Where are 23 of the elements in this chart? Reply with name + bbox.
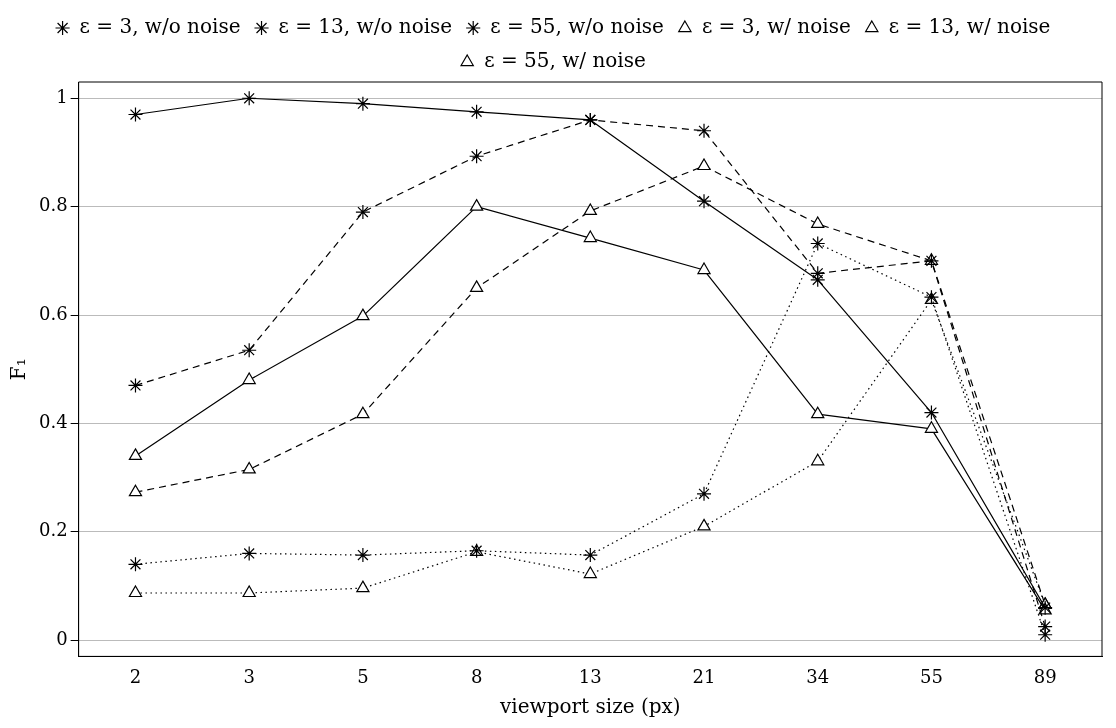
x-tick-label: 34 [806, 665, 830, 687]
y-tick-label: 0.8 [38, 194, 68, 216]
legend-label: ε = 13, w/ noise [888, 14, 1051, 39]
x-tick-label: 3 [243, 665, 255, 687]
x-axis-title: viewport size (px) [499, 694, 681, 719]
x-tick-label: 21 [692, 665, 716, 687]
y-tick-label: 0.6 [38, 302, 68, 324]
x-tick-label: 13 [578, 665, 602, 687]
x-tick-label: 55 [919, 665, 943, 687]
legend-label: ε = 55, w/ noise [484, 48, 646, 73]
legend-label: ε = 3, w/o noise [79, 14, 241, 39]
y-tick-label: 1 [56, 85, 68, 107]
x-tick-label: 2 [129, 665, 142, 687]
y-tick-label: 0.2 [38, 519, 68, 541]
y-axis-title: F₁ [6, 358, 31, 381]
x-tick-label: 89 [1033, 665, 1057, 687]
x-tick-label: 5 [357, 665, 369, 687]
legend-label: ε = 3, w/ noise [701, 14, 851, 39]
x-tick-label: 8 [470, 665, 483, 687]
y-tick-label: 0.4 [38, 411, 68, 433]
legend-label: ε = 55, w/o noise [490, 14, 664, 39]
legend-label: ε = 13, w/o noise [278, 14, 453, 39]
y-tick-label: 0 [56, 627, 68, 649]
